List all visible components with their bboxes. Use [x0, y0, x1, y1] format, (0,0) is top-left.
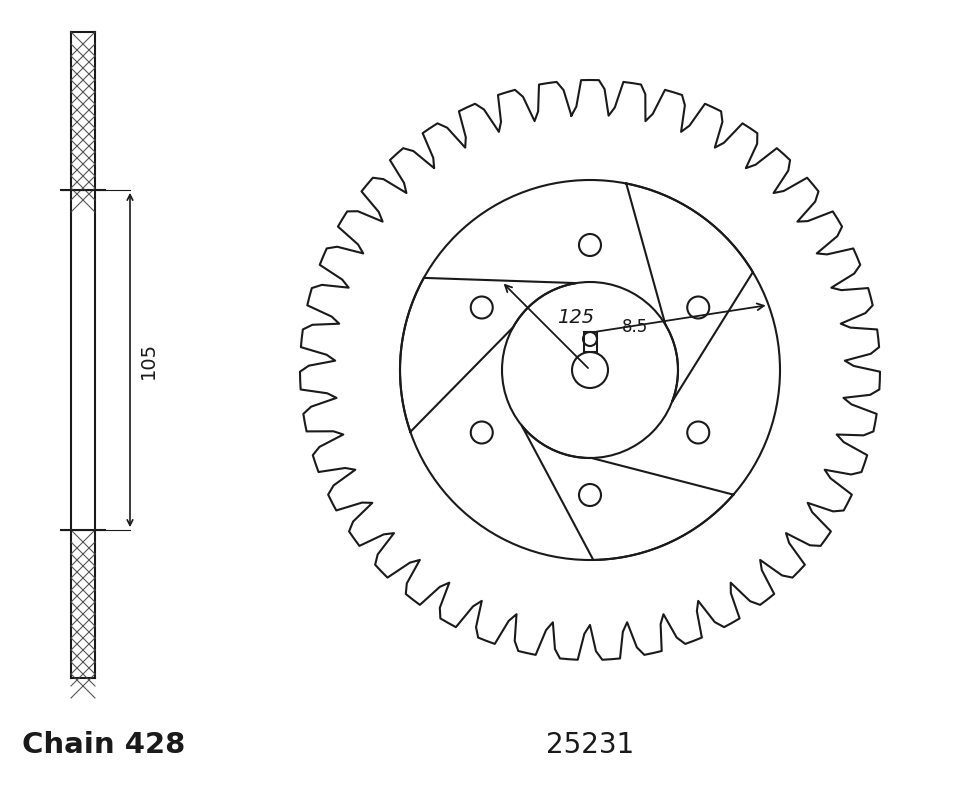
Text: 125: 125 [557, 308, 594, 328]
Text: Chain 428: Chain 428 [22, 731, 185, 759]
Text: 25231: 25231 [546, 731, 635, 759]
Bar [584, 332, 596, 352]
Text: 8.5: 8.5 [622, 318, 648, 336]
Text: 105: 105 [138, 341, 157, 379]
